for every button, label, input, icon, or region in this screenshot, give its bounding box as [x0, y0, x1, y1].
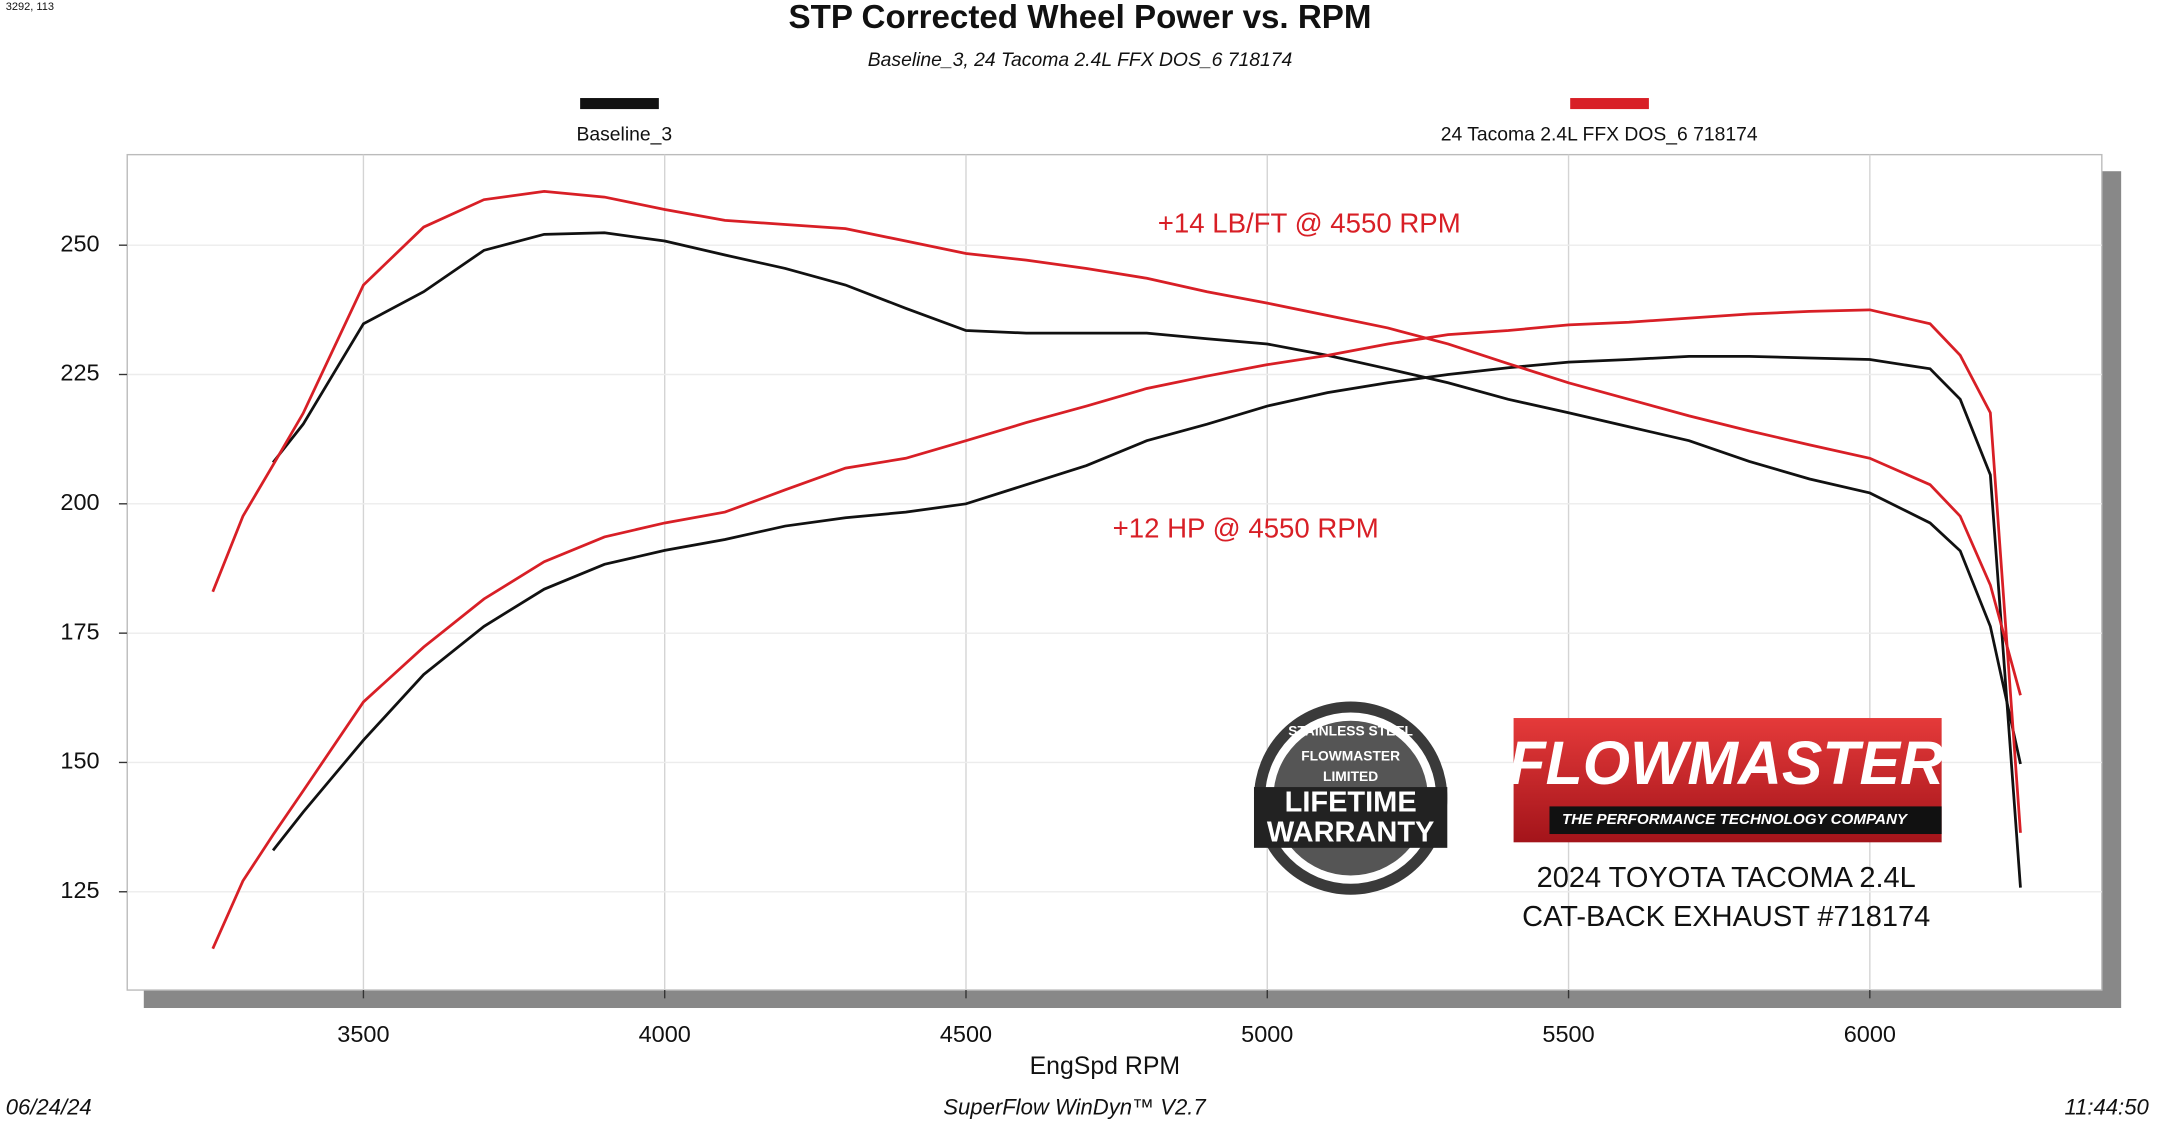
data-line — [271, 231, 2022, 765]
x-axis-label: EngSpd RPM — [1030, 1053, 1181, 1080]
plot-area — [126, 153, 2103, 991]
badge-text: STAINLESS STEEL — [1288, 723, 1413, 738]
x-tick-label: 3500 — [337, 1021, 389, 1047]
y-tick-label: 250 — [60, 230, 99, 256]
x-tick-label: 4500 — [940, 1021, 992, 1047]
y-tick-label: 200 — [60, 489, 99, 515]
flowmaster-logo: FLOWMASTER THE PERFORMANCE TECHNOLOGY CO… — [1509, 718, 1944, 843]
legend-swatch — [580, 98, 659, 110]
x-tick-label: 5500 — [1542, 1021, 1594, 1047]
chart-subtitle: Baseline_3, 24 Tacoma 2.4L FFX DOS_6 718… — [868, 50, 1293, 71]
footer-time: 11:44:50 — [2064, 1095, 2149, 1120]
logo-bar — [1549, 806, 1942, 835]
chart-title: STP Corrected Wheel Power vs. RPM — [789, 0, 1372, 36]
legend-label: 24 Tacoma 2.4L FFX DOS_6 718174 — [1441, 124, 1758, 145]
grid — [127, 154, 2102, 991]
badge-text: LIFETIME — [1285, 786, 1417, 818]
footer-date: 06/24/24 — [6, 1095, 92, 1120]
legend-label: Baseline_3 — [577, 124, 673, 145]
y-tick-label: 150 — [60, 748, 99, 774]
annotation: +12 HP @ 4550 RPM — [1113, 513, 1379, 544]
y-tick-label: 125 — [60, 877, 99, 903]
corner-note: 3292, 113 — [6, 1, 54, 13]
badge-text: FLOWMASTER — [1301, 748, 1400, 763]
x-tick-label: 5000 — [1241, 1021, 1293, 1047]
caption: 2024 TOYOTA TACOMA 2.4L — [1537, 862, 1916, 894]
data-line — [211, 308, 2022, 950]
x-tick-label: 6000 — [1844, 1021, 1896, 1047]
data-line — [211, 189, 2022, 696]
footer-software: SuperFlow WinDyn™ V2.7 — [943, 1095, 1206, 1120]
y-tick-label: 225 — [60, 360, 99, 386]
y-tick-label: 175 — [60, 618, 99, 644]
x-tick-label: 4000 — [639, 1021, 691, 1047]
caption: CAT-BACK EXHAUST #718174 — [1522, 901, 1930, 933]
logo-tagline: THE PERFORMANCE TECHNOLOGY COMPANY — [1562, 811, 1909, 828]
badge-text: WARRANTY — [1267, 817, 1434, 849]
badge-text: LIMITED — [1323, 769, 1378, 784]
logo-text: FLOWMASTER — [1509, 729, 1944, 797]
annotation: +14 LB/FT @ 4550 RPM — [1158, 207, 1461, 238]
badge-band — [1253, 787, 1448, 848]
lines — [211, 189, 2022, 950]
warranty-badge: STAINLESS STEEL FLOWMASTER LIMITED LIFET… — [1253, 701, 1448, 895]
data-line — [271, 355, 2022, 888]
legend-swatch — [1570, 98, 1649, 110]
